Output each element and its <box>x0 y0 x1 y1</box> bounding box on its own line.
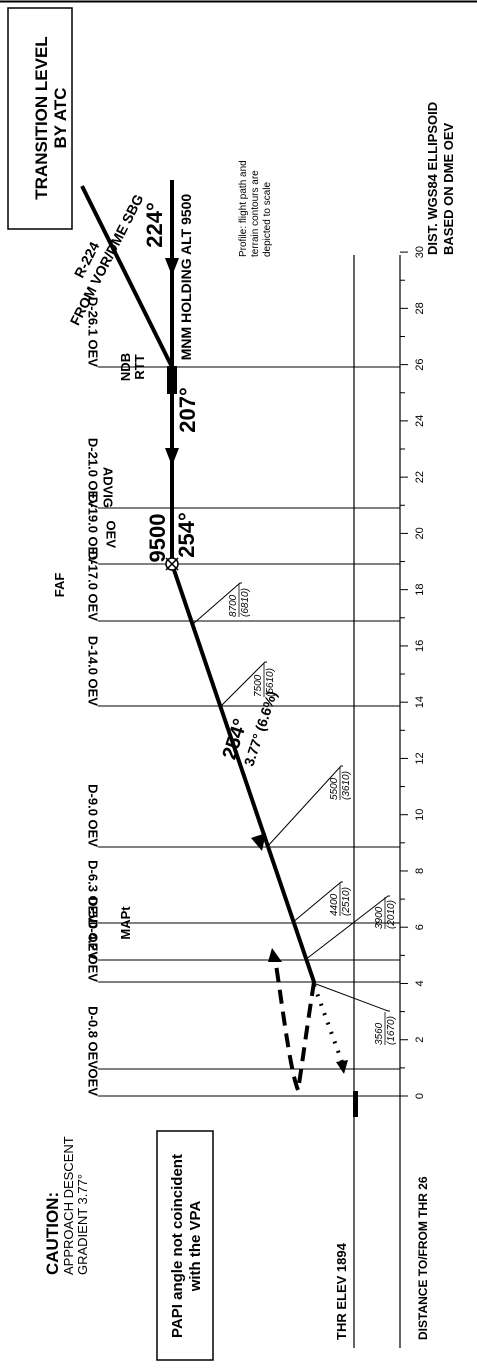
hgt-1670: (1670) <box>386 1016 397 1045</box>
hgt-3610: (3610) <box>341 771 352 800</box>
profile-note-line1: Profile: flight path and <box>238 160 249 257</box>
scale-tick-label: 30 <box>414 246 426 258</box>
dist-note-line1: DIST. WGS84 ELLIPSOID <box>425 102 440 255</box>
dist-labels: D-26.1 OEV D-21.0 OEV D-19.0 OEV D-17.0 … <box>86 297 101 1096</box>
fix-name-rtt: RTT <box>132 354 147 379</box>
alt-5500: 5500 <box>329 777 340 800</box>
fix-name-ndb: NDB <box>118 353 133 381</box>
hgt-2010: (2010) <box>386 900 397 929</box>
transition-level-line1: TRANSITION LEVEL <box>32 36 51 199</box>
dist-label-d08: D-0.8 OEV <box>86 1006 101 1069</box>
dist-label-d63: D-6.3 OEV <box>86 860 101 923</box>
caution-title: CAUTION: <box>43 1192 62 1275</box>
hgt-6810: (6810) <box>240 588 251 617</box>
hgt-5610: (5610) <box>265 668 276 697</box>
distance-axis-label: DISTANCE TO/FROM THR 26 <box>416 1176 430 1340</box>
holding-arrow <box>165 258 179 276</box>
fix-name-faf-oev: OEV <box>104 521 119 549</box>
dist-label-d14: D-14.0 OEV <box>86 636 101 706</box>
inbound-arrow <box>165 448 179 466</box>
holding-course-label: 224° <box>142 202 167 248</box>
fix-lines <box>98 366 400 1097</box>
dotted-arrow <box>336 1060 348 1074</box>
alt-7500: 7500 <box>253 674 264 697</box>
alt-3900: 3900 <box>374 906 385 929</box>
dist-label-d26: D-26.1 OEV <box>86 297 101 367</box>
alt-4400: 4400 <box>329 893 340 916</box>
altitude-labels: 8700 (6810) 7500 (5610) 5500 (3610) 4400… <box>228 584 397 1045</box>
caution-note: CAUTION: APPROACH DESCENT GRADIENT 3.77° <box>43 1136 90 1275</box>
scale-tick-label: 14 <box>414 696 426 708</box>
missed-arrow <box>268 948 282 962</box>
dist-label-d42: D-4.2 OEV <box>86 919 101 982</box>
ndb-marker <box>167 366 177 394</box>
profile-note-line3: depicted to scale <box>262 182 273 257</box>
fix-name-advig: ADVIG <box>101 467 116 508</box>
scale-tick-label: 26 <box>414 358 426 370</box>
missed-dash-1 <box>296 981 316 1091</box>
scale-tick-label: 4 <box>414 980 426 986</box>
altitude-leaders <box>192 582 390 1012</box>
dist-label-d19: D-19.0 OEV <box>86 494 101 564</box>
hgt-2510: (2510) <box>341 887 352 916</box>
papi-line2: with the VPA <box>187 1201 204 1293</box>
dist-label-d9: D-9.0 OEV <box>86 784 101 847</box>
faf-symbol <box>165 557 179 571</box>
scale-tick-label: 16 <box>414 640 426 652</box>
dist-label-d17: D-17.0 OEV <box>86 551 101 621</box>
fix-name-faf: FAF <box>52 573 67 598</box>
alt-3560: 3560 <box>374 1022 385 1045</box>
dist-label-d5: D-5.0 OEV <box>86 897 101 960</box>
faf-altitude-label: 9500 <box>145 514 170 563</box>
missed-dash-2 <box>273 957 300 1091</box>
visual-dotted <box>312 984 344 1063</box>
scale-tick-label: 0 <box>414 1093 426 1099</box>
scale-tick-label: 8 <box>414 868 426 874</box>
inbound-course-label: 207° <box>175 387 200 433</box>
fix-name-mapt: MAPt <box>118 906 133 940</box>
threshold-marker <box>353 1091 358 1117</box>
holding-alt-label: MNM HOLDING ALT 9500 <box>178 194 194 361</box>
caution-line2: GRADIENT 3.77° <box>75 1174 90 1275</box>
alt-8700: 8700 <box>228 594 239 617</box>
dist-label-d21: D-21.0 OEV <box>86 438 101 508</box>
scale-tick-label: 22 <box>414 471 426 483</box>
final-arrow <box>251 833 266 851</box>
scale-tick-label: 20 <box>414 527 426 539</box>
faf-course-label: 254° <box>174 512 199 558</box>
flight-path <box>80 180 348 1091</box>
final-approach-track <box>170 563 316 983</box>
scale-tick-label: 2 <box>414 1037 426 1043</box>
dist-note-line2: BASED ON DME OEV <box>441 122 456 255</box>
scale-tick-label: 12 <box>414 752 426 764</box>
scale-tick-label: 6 <box>414 924 426 930</box>
papi-line1: PAPI angle not coincident <box>169 1154 186 1338</box>
radial-track <box>80 185 174 368</box>
scale-tick-label: 24 <box>414 415 426 427</box>
scale-tick-label: 10 <box>414 809 426 821</box>
profile-note-line2: terrain contours are <box>250 170 261 257</box>
scale-tick-label: 28 <box>414 302 426 314</box>
transition-level-box: TRANSITION LEVEL BY ATC <box>7 7 73 230</box>
dist-label-oev: OEV <box>86 1069 101 1097</box>
scale-tick-label: 18 <box>414 584 426 596</box>
threshold-elev-label: THR ELEV 1894 <box>334 1242 349 1340</box>
papi-box: PAPI angle not coincident with the VPA <box>156 1130 214 1361</box>
transition-level-line2: BY ATC <box>51 87 70 148</box>
caution-line1: APPROACH DESCENT <box>61 1136 76 1275</box>
